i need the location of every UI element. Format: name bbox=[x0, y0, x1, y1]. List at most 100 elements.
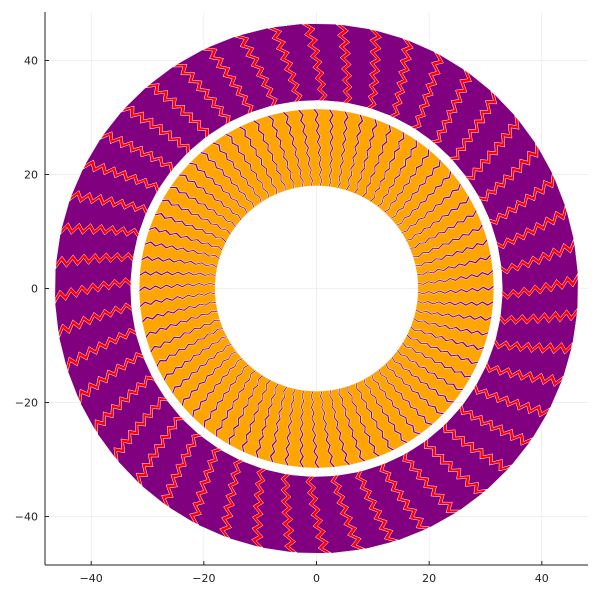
petal-mark bbox=[409, 210, 483, 257]
petal-mark bbox=[60, 194, 147, 235]
petal-mark bbox=[320, 389, 350, 468]
petal-mark bbox=[486, 342, 573, 383]
petal-mark bbox=[356, 379, 407, 450]
petal-mark bbox=[405, 196, 477, 248]
petal-mark bbox=[354, 118, 390, 198]
petal-mark bbox=[193, 358, 249, 428]
petal-mark bbox=[462, 387, 550, 442]
petal-mark bbox=[413, 310, 492, 335]
petal-mark bbox=[391, 350, 464, 402]
petal-mark bbox=[348, 382, 394, 457]
petal-mark bbox=[385, 357, 454, 414]
petal-mark bbox=[161, 188, 236, 235]
petal-mark bbox=[500, 277, 579, 322]
series-inner-4 bbox=[138, 108, 495, 469]
petal-mark bbox=[300, 390, 319, 469]
petal-mark bbox=[479, 145, 553, 222]
petal-mark bbox=[229, 375, 271, 453]
petal-mark bbox=[406, 326, 485, 363]
petal-mark bbox=[271, 386, 296, 466]
petal-mark bbox=[362, 124, 404, 202]
petal-mark bbox=[451, 92, 517, 177]
petal-mark bbox=[142, 302, 218, 337]
petal-mark bbox=[138, 272, 217, 291]
petal-mark bbox=[490, 177, 566, 246]
petal-mark bbox=[116, 400, 182, 485]
petal-mark bbox=[285, 388, 304, 468]
petal-mark bbox=[144, 228, 223, 259]
petal-mark bbox=[54, 255, 133, 300]
petal-mark bbox=[337, 111, 362, 191]
petal-mark bbox=[271, 23, 325, 102]
petal-mark bbox=[311, 390, 334, 469]
petal-mark bbox=[333, 471, 396, 550]
petal-mark bbox=[154, 200, 231, 242]
petal-mark bbox=[416, 255, 494, 285]
x-tick-label: 40 bbox=[535, 572, 549, 585]
y-tick-label: 0 bbox=[31, 283, 38, 296]
petal-mark bbox=[139, 419, 200, 506]
petal-mark bbox=[305, 23, 349, 103]
petal-mark bbox=[172, 344, 237, 406]
petal-mark bbox=[101, 109, 188, 170]
petal-mark bbox=[255, 469, 294, 553]
petal-mark bbox=[339, 24, 378, 108]
petal-mark bbox=[70, 163, 158, 212]
petal-mark bbox=[239, 120, 285, 195]
x-tick-label: −20 bbox=[192, 572, 215, 585]
petal-mark bbox=[412, 225, 488, 266]
x-tick-label: −40 bbox=[80, 572, 103, 585]
petal-mark bbox=[223, 461, 264, 548]
petal-mark bbox=[58, 306, 136, 369]
petal-mark bbox=[405, 440, 486, 511]
petal-mark bbox=[379, 363, 444, 424]
petal-mark bbox=[329, 109, 348, 189]
petal-mark bbox=[147, 66, 228, 137]
petal-mark bbox=[382, 453, 458, 528]
petal-mark bbox=[243, 379, 279, 459]
petal-mark bbox=[164, 435, 219, 524]
plot-marks bbox=[54, 23, 579, 554]
petal-mark bbox=[339, 385, 380, 462]
petal-mark bbox=[97, 378, 166, 460]
petal-mark bbox=[475, 365, 563, 414]
petal-mark bbox=[392, 39, 440, 128]
petal-mark bbox=[179, 163, 248, 220]
petal-mark bbox=[123, 86, 207, 152]
petal-mark bbox=[213, 134, 269, 203]
petal-mark bbox=[416, 286, 495, 305]
petal-mark bbox=[417, 270, 495, 294]
petal-mark bbox=[205, 36, 275, 113]
petal-mark bbox=[193, 449, 241, 538]
petal-mark bbox=[390, 159, 451, 226]
petal-mark bbox=[410, 318, 489, 349]
petal-mark bbox=[148, 214, 227, 251]
y-tick-label: 20 bbox=[24, 168, 38, 181]
petal-mark bbox=[217, 370, 263, 446]
petal-mark bbox=[139, 292, 217, 322]
petal-mark bbox=[189, 153, 254, 214]
petal-mark bbox=[204, 364, 256, 437]
petal-mark bbox=[54, 280, 132, 335]
petal-mark bbox=[141, 242, 220, 267]
petal-mark bbox=[358, 464, 428, 541]
petal-mark bbox=[364, 374, 420, 443]
petal-mark bbox=[445, 407, 532, 468]
petal-mark bbox=[501, 242, 579, 297]
petal-mark bbox=[145, 311, 221, 352]
petal-mark bbox=[497, 208, 575, 271]
petal-mark bbox=[139, 257, 218, 276]
petal-mark bbox=[156, 329, 228, 381]
y-tick-label: −20 bbox=[15, 397, 38, 410]
petal-mark bbox=[346, 114, 376, 194]
petal-mark bbox=[284, 474, 328, 554]
petal-mark bbox=[150, 320, 224, 367]
series-outer-2 bbox=[54, 23, 579, 554]
petal-mark bbox=[370, 131, 416, 207]
petal-mark bbox=[237, 27, 300, 106]
petal-mark bbox=[396, 171, 461, 233]
petal-mark bbox=[330, 388, 365, 465]
petal-mark bbox=[226, 127, 277, 198]
petal-mark bbox=[67, 331, 143, 400]
